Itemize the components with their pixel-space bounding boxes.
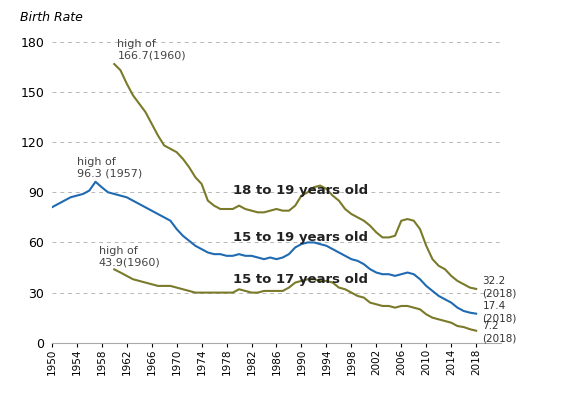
Text: high of
166.7(1960): high of 166.7(1960) bbox=[118, 39, 186, 61]
Text: high of
96.3 (1957): high of 96.3 (1957) bbox=[77, 157, 142, 178]
Text: Birth Rate: Birth Rate bbox=[20, 11, 84, 24]
Text: 15 to 19 years old: 15 to 19 years old bbox=[233, 231, 368, 244]
Text: 15 to 17 years old: 15 to 17 years old bbox=[233, 273, 368, 286]
Text: 18 to 19 years old: 18 to 19 years old bbox=[233, 184, 368, 197]
Text: 17.4
(2018): 17.4 (2018) bbox=[483, 301, 517, 324]
Text: 32.2
(2018): 32.2 (2018) bbox=[483, 276, 517, 299]
Text: high of
43.9(1960): high of 43.9(1960) bbox=[98, 246, 160, 268]
Text: 7.2
(2018): 7.2 (2018) bbox=[483, 321, 517, 343]
